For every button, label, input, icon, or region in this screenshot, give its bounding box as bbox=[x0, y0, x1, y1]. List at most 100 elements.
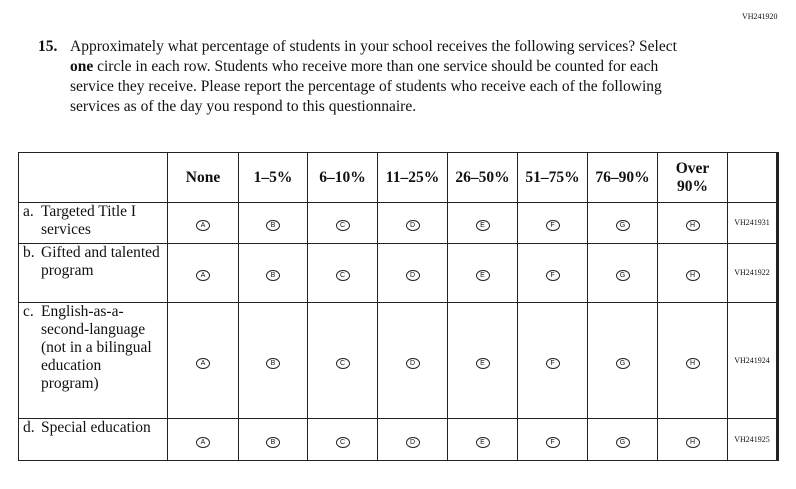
header-blank bbox=[18, 152, 168, 203]
col-header: None bbox=[167, 152, 239, 203]
option-cell: E bbox=[447, 243, 518, 303]
option-cell: G bbox=[587, 243, 658, 303]
option-cell: F bbox=[517, 302, 588, 419]
radio-bubble[interactable]: E bbox=[475, 270, 490, 281]
option-cell: D bbox=[377, 302, 448, 419]
question-text: Approximately what percentage of student… bbox=[70, 37, 698, 117]
option-cell: B bbox=[238, 243, 308, 303]
option-cell: H bbox=[657, 418, 728, 461]
radio-bubble[interactable]: D bbox=[405, 357, 420, 369]
row-letter: a. bbox=[23, 203, 34, 220]
table-row: c. English-as-a-second-language (not in a… bbox=[18, 302, 778, 419]
option-cell: F bbox=[517, 418, 588, 461]
option-cell: E bbox=[447, 418, 518, 461]
option-cell: D bbox=[377, 243, 448, 303]
col-header: 1–5% bbox=[238, 152, 308, 203]
option-cell: F bbox=[517, 202, 588, 244]
radio-bubble[interactable]: B bbox=[266, 220, 280, 231]
option-cell: D bbox=[377, 202, 448, 244]
radio-bubble[interactable]: H bbox=[685, 220, 700, 231]
question-number: 15. bbox=[38, 38, 58, 55]
radio-bubble[interactable]: G bbox=[615, 357, 630, 369]
radio-bubble[interactable]: H bbox=[685, 357, 700, 369]
page-code: VH241920 bbox=[742, 12, 778, 21]
question-emphasis: one bbox=[70, 58, 94, 75]
radio-bubble[interactable]: F bbox=[545, 220, 560, 231]
radio-bubble[interactable]: A bbox=[196, 270, 210, 281]
radio-bubble[interactable]: E bbox=[475, 436, 490, 448]
row-label-text: Special education bbox=[41, 419, 151, 436]
option-cell: C bbox=[307, 418, 378, 461]
question-text-part: circle in each row. Students who receive… bbox=[70, 58, 662, 115]
table-row: a. Targeted Title I services A B C D E F G H VH241… bbox=[18, 202, 778, 244]
row-label: a. Targeted Title I services bbox=[18, 202, 168, 244]
option-cell: A bbox=[167, 302, 239, 419]
row-code: VH241924 bbox=[727, 302, 778, 419]
header-blank bbox=[727, 152, 778, 203]
radio-bubble[interactable]: D bbox=[405, 220, 420, 231]
radio-bubble[interactable]: G bbox=[615, 220, 630, 231]
option-cell: A bbox=[167, 202, 239, 244]
radio-bubble[interactable]: F bbox=[545, 357, 560, 369]
row-label-text: English-as-a-second-language (not in a b… bbox=[41, 303, 152, 392]
option-cell: G bbox=[587, 302, 658, 419]
col-header: 26–50% bbox=[447, 152, 518, 203]
option-cell: B bbox=[238, 202, 308, 244]
header-row: None 1–5% 6–10% 11–25% 26–50% 51–75% 76–… bbox=[18, 152, 778, 203]
option-cell: A bbox=[167, 243, 239, 303]
row-letter: d. bbox=[23, 419, 35, 436]
row-code: VH241925 bbox=[727, 418, 778, 461]
option-cell: C bbox=[307, 243, 378, 303]
row-label: d. Special education bbox=[18, 418, 168, 461]
option-cell: E bbox=[447, 302, 518, 419]
option-cell: G bbox=[587, 202, 658, 244]
radio-bubble[interactable]: C bbox=[335, 220, 350, 231]
radio-bubble[interactable]: C bbox=[335, 357, 350, 369]
option-cell: F bbox=[517, 243, 588, 303]
option-cell: H bbox=[657, 302, 728, 419]
col-header: 51–75% bbox=[517, 152, 588, 203]
option-cell: B bbox=[238, 418, 308, 461]
row-code: VH241922 bbox=[727, 243, 778, 303]
question-15: 15. Approximately what percentage of stu… bbox=[38, 37, 698, 117]
radio-bubble[interactable]: H bbox=[685, 436, 700, 448]
radio-bubble[interactable]: B bbox=[266, 436, 280, 448]
radio-bubble[interactable]: B bbox=[266, 270, 280, 281]
option-cell: G bbox=[587, 418, 658, 461]
option-cell: B bbox=[238, 302, 308, 419]
radio-bubble[interactable]: E bbox=[475, 357, 490, 369]
radio-bubble[interactable]: G bbox=[615, 270, 630, 281]
radio-bubble[interactable]: A bbox=[196, 436, 210, 448]
option-cell: C bbox=[307, 202, 378, 244]
row-code: VH241931 bbox=[727, 202, 778, 244]
question-text-part: Approximately what percentage of student… bbox=[70, 38, 677, 55]
radio-bubble[interactable]: D bbox=[405, 436, 420, 448]
option-cell: H bbox=[657, 243, 728, 303]
option-cell: E bbox=[447, 202, 518, 244]
col-header: Over 90% bbox=[657, 152, 728, 203]
option-cell: C bbox=[307, 302, 378, 419]
radio-bubble[interactable]: G bbox=[615, 436, 630, 448]
radio-bubble[interactable]: A bbox=[196, 220, 210, 231]
option-cell: H bbox=[657, 202, 728, 244]
radio-bubble[interactable]: F bbox=[545, 270, 560, 281]
table-row: b. Gifted and talented program A B C D E F G H VH2… bbox=[18, 243, 778, 303]
option-cell: D bbox=[377, 418, 448, 461]
col-header: 76–90% bbox=[587, 152, 658, 203]
radio-bubble[interactable]: E bbox=[475, 220, 490, 231]
radio-bubble[interactable]: B bbox=[266, 357, 280, 369]
option-cell: A bbox=[167, 418, 239, 461]
row-label: c. English-as-a-second-language (not in a… bbox=[18, 302, 168, 419]
row-label-text: Targeted Title I services bbox=[41, 203, 137, 238]
radio-bubble[interactable]: A bbox=[196, 357, 210, 369]
radio-bubble[interactable]: F bbox=[545, 436, 560, 448]
row-letter: b. bbox=[23, 244, 35, 261]
row-letter: c. bbox=[23, 303, 34, 320]
table-row: d. Special education A B C D E F G H VH241925 bbox=[18, 418, 778, 461]
radio-bubble[interactable]: H bbox=[685, 270, 700, 281]
col-header: 11–25% bbox=[377, 152, 448, 203]
radio-bubble[interactable]: C bbox=[335, 270, 350, 281]
col-header: 6–10% bbox=[307, 152, 378, 203]
radio-bubble[interactable]: C bbox=[335, 436, 350, 448]
radio-bubble[interactable]: D bbox=[405, 270, 420, 281]
